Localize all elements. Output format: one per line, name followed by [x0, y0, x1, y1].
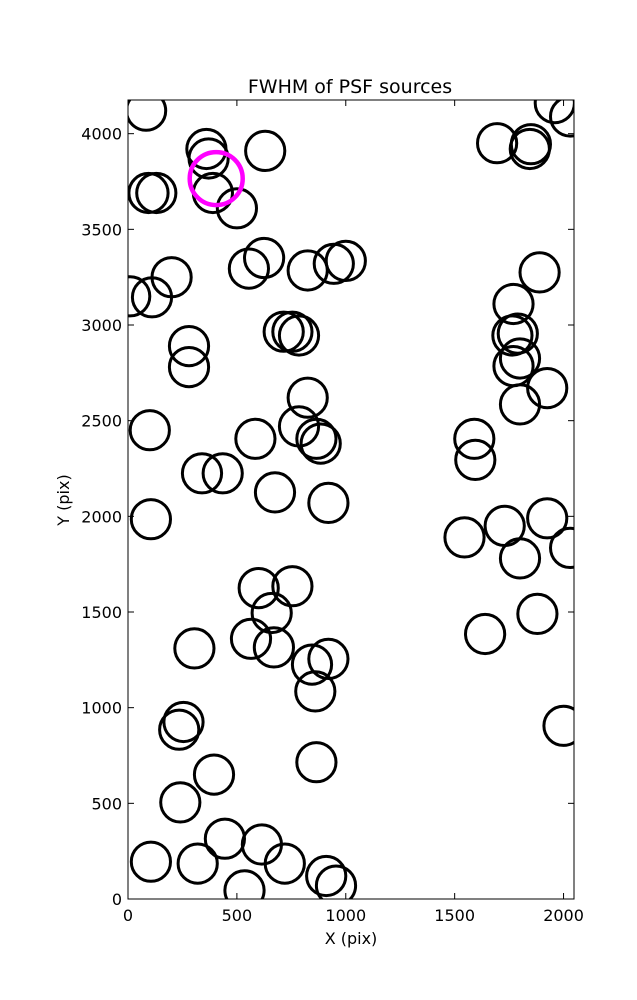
psf-source-circle	[253, 471, 297, 514]
psf-source-circle	[128, 409, 171, 452]
psf-source-circle	[234, 417, 277, 460]
psf-source-circle	[167, 346, 211, 389]
psf-source-circle	[128, 171, 170, 215]
psf-source-circle	[498, 537, 542, 580]
psf-source-circle	[223, 869, 266, 899]
chart-title: FWHM of PSF sources	[248, 76, 452, 98]
psf-source-circle	[299, 422, 342, 465]
psf-source-circle	[526, 497, 569, 540]
psf-source-circle	[509, 123, 553, 166]
psf-source-circle	[129, 840, 172, 883]
psf-source-circle	[187, 137, 230, 180]
psf-source-circle	[286, 376, 329, 419]
psf-source-circle	[128, 100, 168, 132]
psf-source-circle	[542, 704, 574, 747]
psf-source-circle	[314, 864, 358, 899]
y-tick-label: 3500	[81, 220, 122, 239]
psf-source-circle	[128, 275, 152, 318]
psf-source-circle	[549, 526, 574, 569]
psf-source-circle	[295, 417, 338, 460]
y-tick-label: 2500	[81, 412, 122, 431]
psf-source-circle	[173, 627, 216, 670]
psf-source-circle	[277, 314, 321, 357]
y-tick-label: 4000	[81, 125, 122, 144]
psf-source-circle	[129, 498, 172, 541]
highlighted-source-circle	[187, 149, 245, 208]
psf-source-circle	[290, 643, 334, 686]
psf-source-circle	[240, 823, 283, 866]
psf-source-circle	[135, 171, 178, 215]
psf-source-circle	[167, 325, 211, 368]
plot-frame	[127, 99, 575, 900]
psf-source-circle	[203, 817, 246, 860]
y-tick-label: 500	[91, 794, 122, 813]
psf-source-circle	[162, 700, 205, 744]
psf-source-circle	[533, 100, 574, 125]
x-tick-label: 2000	[543, 906, 584, 925]
psf-source-circle	[271, 565, 314, 608]
y-tick-label: 1500	[81, 603, 122, 622]
psf-source-circle	[252, 626, 295, 669]
psf-source-circle	[243, 236, 286, 280]
psf-source-circle	[294, 670, 337, 713]
psf-source-circle	[549, 100, 574, 138]
psf-source-circle	[476, 122, 519, 165]
psf-source-circle	[271, 310, 314, 353]
x-tick-label: 500	[222, 906, 253, 925]
psf-source-circle	[215, 187, 258, 230]
psf-source-circle	[492, 282, 535, 326]
psf-source-circle	[227, 247, 270, 290]
x-tick-label: 1000	[325, 906, 366, 925]
y-tick-label: 1000	[81, 699, 122, 718]
psf-source-circle	[176, 842, 219, 885]
y-axis-label: Y (pix)	[54, 474, 73, 526]
psf-source-circle	[305, 854, 348, 898]
psf-source-circle	[180, 452, 224, 495]
psf-source-circle	[159, 781, 202, 824]
psf-source-circle	[464, 612, 507, 656]
axis-ticks: 0 500 1000 1500 2000 0 500 1000 1500 2000 2500 3000…	[81, 100, 584, 925]
psf-source-circle	[324, 239, 367, 282]
psf-source-circle	[130, 276, 174, 319]
psf-source-circle	[262, 310, 305, 353]
psf-source-circle	[453, 417, 496, 460]
psf-source-circle	[518, 251, 561, 294]
plot-area	[128, 100, 574, 899]
psf-source-circle	[237, 567, 280, 610]
psf-source-circle	[454, 438, 497, 481]
x-tick-label: 1500	[434, 906, 475, 925]
psf-source-circle	[286, 249, 329, 292]
psf-source-circle	[498, 337, 542, 380]
y-tick-label: 3000	[81, 316, 122, 335]
psf-source-circle	[307, 481, 350, 524]
psf-source-circle	[192, 753, 236, 796]
x-axis-label: X (pix)	[325, 929, 378, 948]
psf-source-circle	[244, 129, 287, 172]
psf-source-circle	[158, 708, 201, 751]
psf-source-circle	[496, 312, 539, 355]
psf-source-circle	[201, 452, 244, 495]
psf-source-circle	[295, 741, 338, 784]
y-tick-label: 2000	[81, 507, 122, 526]
psf-source-circle	[229, 617, 273, 660]
y-tick-label: 0	[112, 890, 122, 909]
psf-source-circle	[263, 842, 306, 885]
psf-source-circle	[443, 516, 486, 559]
psf-source-circle	[498, 383, 542, 426]
x-tick-label: 0	[123, 906, 133, 925]
psf-source-circle	[250, 591, 293, 635]
psf-source-circle	[516, 592, 559, 636]
psf-source-circle	[526, 367, 569, 410]
